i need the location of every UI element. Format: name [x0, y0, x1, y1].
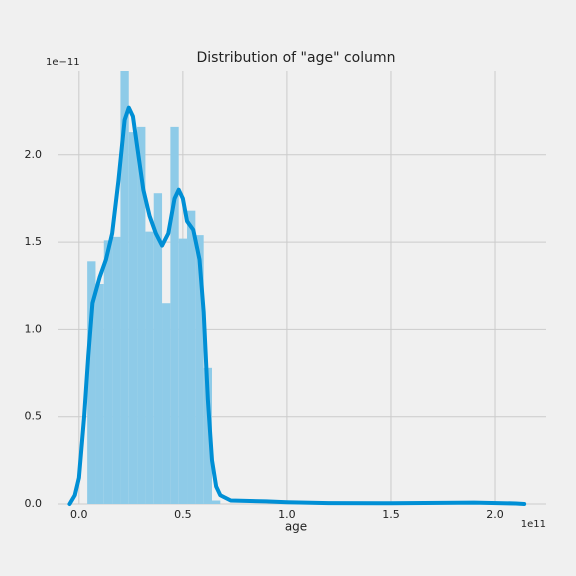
histogram-bar [187, 210, 196, 504]
y-tick-label: 1.5 [25, 235, 43, 248]
histogram-bar [153, 193, 163, 504]
histogram-bar [203, 367, 212, 504]
chart-title: Distribution of "age" column [196, 50, 395, 66]
x-tick-label: 1.5 [382, 508, 400, 521]
y-tick-label: 0.0 [25, 497, 43, 510]
histogram-bar [128, 132, 138, 504]
histogram-bar [112, 236, 121, 504]
x-axis-label: age [285, 520, 307, 534]
histogram-bar [162, 303, 171, 504]
x-offset-label: 1e11 [521, 519, 546, 530]
y-tick-label: 0.5 [25, 410, 43, 423]
x-tick-label: 1.0 [278, 508, 296, 521]
histogram-bar [178, 238, 188, 504]
histogram-bar [87, 261, 96, 504]
histogram-bar [95, 284, 104, 504]
histogram-bar [145, 231, 154, 504]
x-tick-label: 0.5 [174, 508, 192, 521]
histogram-bar [170, 126, 179, 504]
histogram-bar [195, 235, 204, 504]
x-tick-label: 2.0 [486, 508, 504, 521]
histogram-bar [211, 500, 221, 504]
histogram-bar [120, 71, 129, 504]
y-offset-label: 1e−11 [46, 57, 80, 68]
histogram-bar [137, 126, 146, 504]
y-tick-label: 1.0 [25, 322, 43, 335]
histogram-bar [103, 240, 113, 504]
kde-line [67, 105, 527, 506]
y-tick-label: 2.0 [25, 148, 43, 161]
x-tick-label: 0.0 [70, 508, 88, 521]
